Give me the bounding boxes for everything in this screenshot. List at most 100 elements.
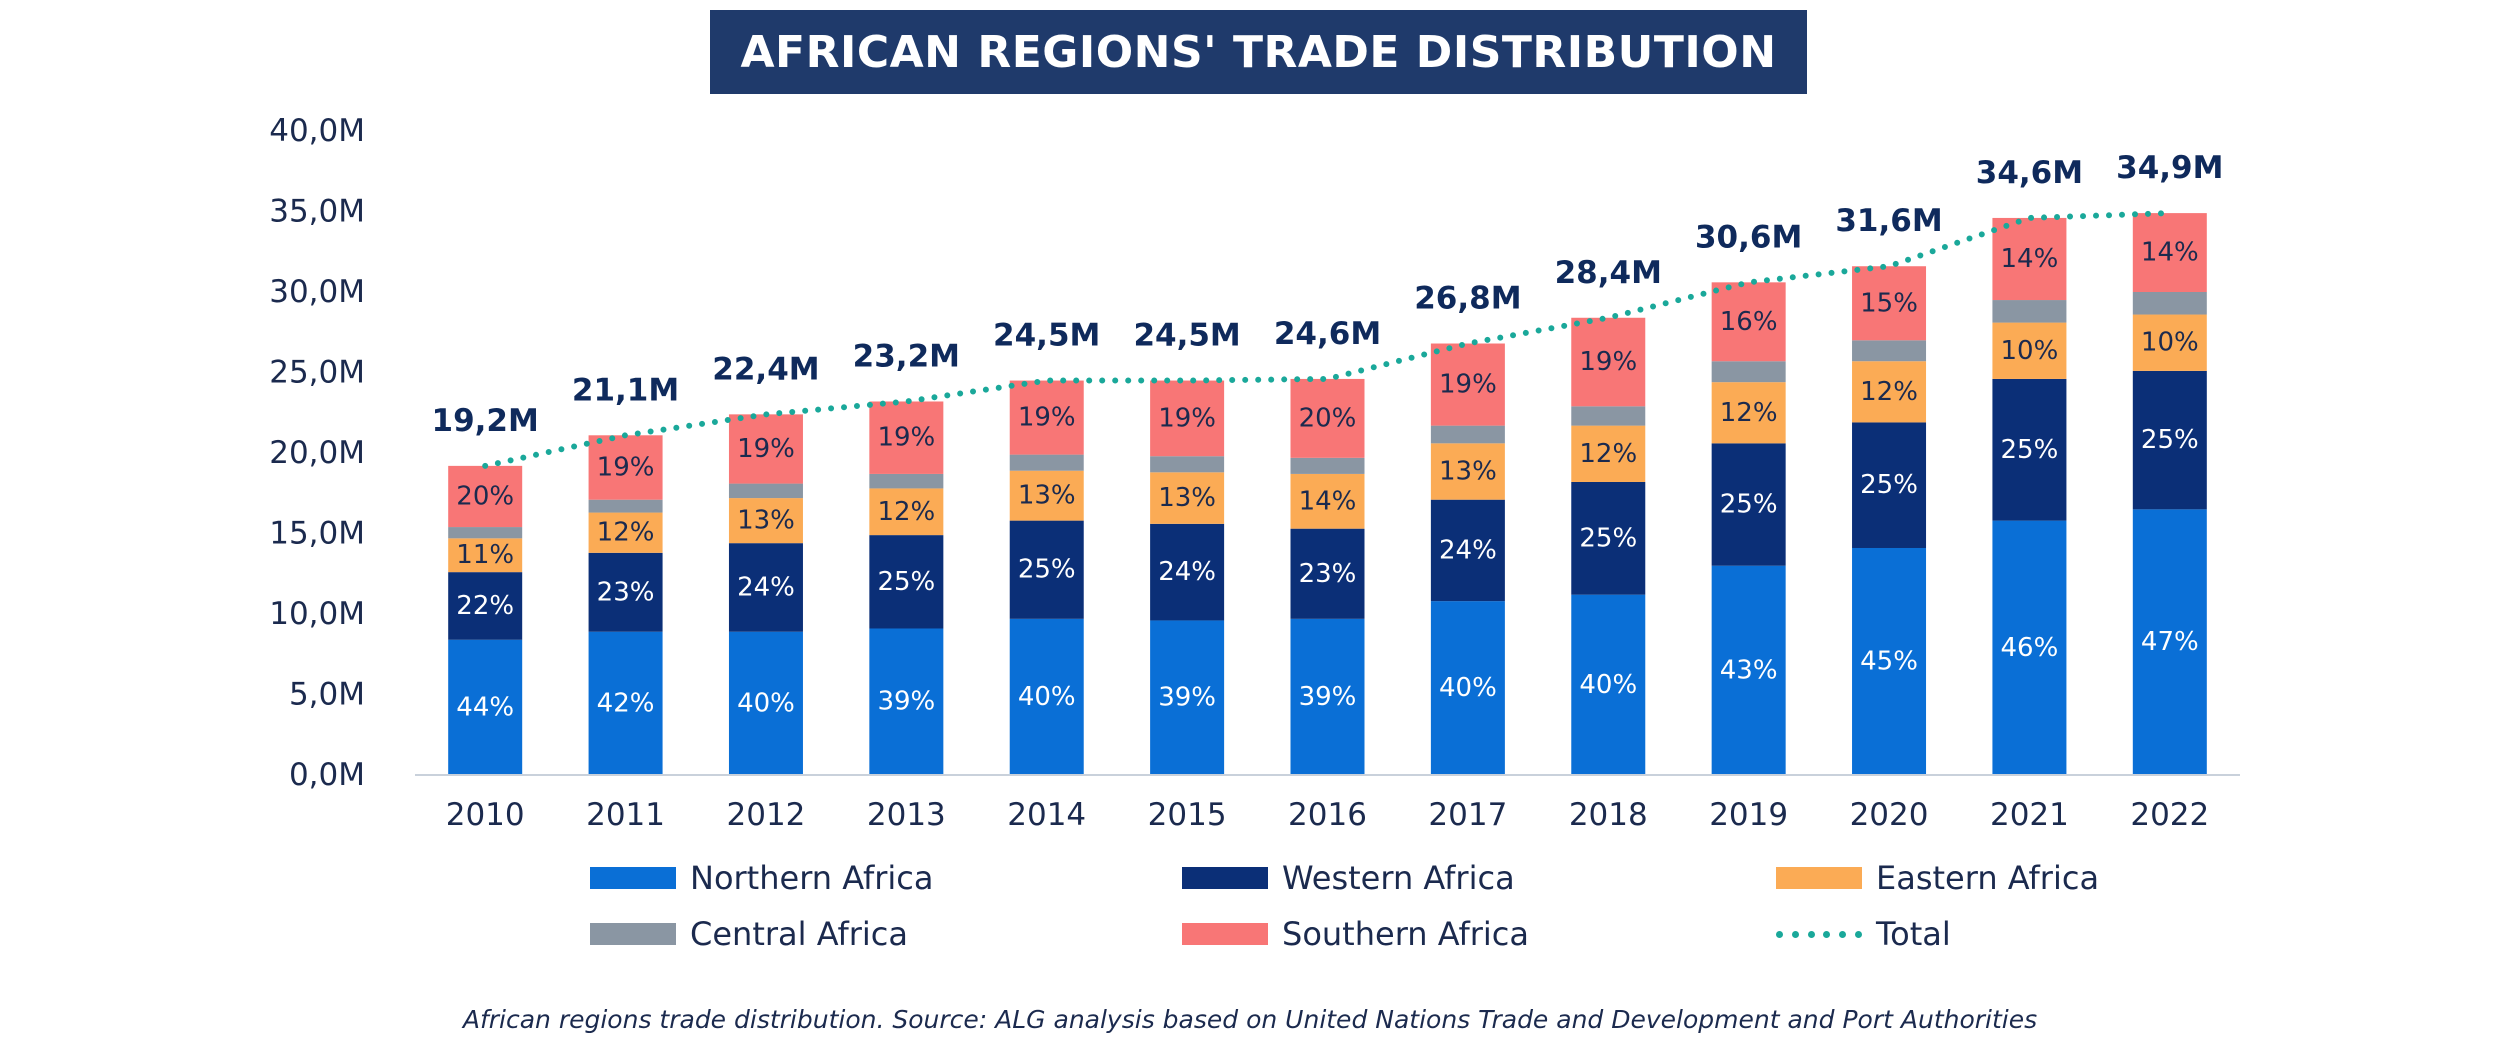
bar-central-africa	[1852, 340, 1927, 362]
data-label: 19%	[1579, 347, 1637, 377]
data-label: 19%	[1018, 403, 1076, 433]
data-label: 24%	[1158, 557, 1216, 587]
total-label: 21,1M	[572, 372, 679, 408]
x-tick-label: 2017	[1428, 797, 1507, 833]
bar-western-africa	[1992, 378, 2067, 521]
data-label: 44%	[456, 692, 514, 722]
bar-western-africa	[448, 572, 523, 640]
bar-southern-africa	[1992, 217, 2067, 301]
x-tick-label: 2013	[867, 797, 946, 833]
y-tick-label: 5,0M	[289, 677, 365, 713]
data-label: 40%	[1018, 682, 1076, 712]
bar-eastern-africa	[1430, 443, 1505, 500]
bar-western-africa	[728, 543, 803, 632]
bar-southern-africa	[1711, 282, 1786, 362]
bar-northern-africa	[1009, 618, 1084, 775]
x-tick-label: 2021	[1990, 797, 2069, 833]
y-tick-label: 20,0M	[269, 435, 365, 471]
data-label: 14%	[1299, 486, 1357, 516]
bar-northern-africa	[869, 628, 944, 775]
total-label: 22,4M	[712, 351, 819, 387]
data-label: 47%	[2141, 627, 2199, 657]
bar-central-africa	[1992, 300, 2067, 323]
data-label: 24%	[1439, 535, 1497, 565]
total-label: 24,6M	[1274, 316, 1381, 352]
data-label: 39%	[1158, 683, 1216, 713]
data-label: 42%	[597, 688, 655, 718]
y-tick-label: 25,0M	[269, 355, 365, 391]
bar-southern-africa	[2132, 213, 2207, 292]
bar-western-africa	[2132, 370, 2207, 510]
data-label: 25%	[1018, 555, 1076, 585]
total-label: 30,6M	[1695, 219, 1802, 255]
bar-western-africa	[1711, 443, 1786, 566]
bar-southern-africa	[1150, 380, 1225, 457]
data-label: 25%	[1579, 523, 1637, 553]
x-tick-label: 2020	[1850, 797, 1929, 833]
source-caption: African regions trade distribution. Sour…	[462, 1005, 2038, 1034]
bar-northern-africa	[1992, 520, 2067, 775]
data-label: 14%	[2141, 238, 2199, 268]
data-label: 12%	[1579, 439, 1637, 469]
bar-western-africa	[1150, 523, 1225, 621]
data-label: 13%	[1158, 483, 1216, 513]
data-label: 19%	[877, 423, 935, 453]
data-label: 23%	[597, 577, 655, 607]
bar-northern-africa	[1571, 594, 1646, 775]
data-label: 20%	[1299, 403, 1357, 433]
y-tick-label: 0,0M	[289, 757, 365, 793]
bar-western-africa	[1290, 528, 1365, 619]
bar-eastern-africa	[869, 488, 944, 536]
bar-northern-africa	[2132, 509, 2207, 775]
bar-eastern-africa	[1150, 472, 1225, 524]
bar-northern-africa	[1150, 620, 1225, 775]
bar-southern-africa	[1009, 380, 1084, 455]
total-label: 19,2M	[432, 403, 539, 439]
data-label: 40%	[737, 688, 795, 718]
data-label: 14%	[2001, 244, 2059, 274]
x-tick-label: 2019	[1709, 797, 1788, 833]
bar-southern-africa	[728, 414, 803, 484]
total-label: 34,9M	[2116, 150, 2223, 186]
bar-western-africa	[588, 552, 663, 632]
data-label: 15%	[1860, 288, 1918, 318]
x-tick-label: 2018	[1569, 797, 1648, 833]
bar-central-africa	[448, 527, 523, 539]
bar-eastern-africa	[1852, 361, 1927, 423]
x-tick-label: 2011	[586, 797, 665, 833]
total-label: 28,4M	[1555, 255, 1662, 291]
x-tick-label: 2015	[1148, 797, 1227, 833]
bar-eastern-africa	[448, 538, 523, 573]
data-label: 12%	[1720, 398, 1778, 428]
bar-eastern-africa	[1571, 425, 1646, 482]
bar-central-africa	[869, 473, 944, 489]
bar-central-africa	[1430, 425, 1505, 444]
y-tick-label: 40,0M	[269, 113, 365, 149]
y-tick-label: 35,0M	[269, 194, 365, 230]
bar-eastern-africa	[728, 498, 803, 544]
data-label: 22%	[456, 591, 514, 621]
bar-eastern-africa	[1290, 473, 1365, 529]
data-label: 12%	[877, 497, 935, 527]
x-tick-label: 2016	[1288, 797, 1367, 833]
bar-central-africa	[1711, 361, 1786, 383]
y-tick-label: 15,0M	[269, 516, 365, 552]
bar-central-africa	[1009, 454, 1084, 471]
bar-northern-africa	[588, 631, 663, 775]
data-label: 25%	[1860, 470, 1918, 500]
data-label: 11%	[456, 540, 514, 570]
y-tick-label: 10,0M	[269, 596, 365, 632]
bar-northern-africa	[728, 631, 803, 775]
x-tick-label: 2022	[2130, 797, 2209, 833]
data-label: 12%	[1860, 377, 1918, 407]
data-label: 39%	[877, 687, 935, 717]
data-label: 25%	[1720, 490, 1778, 520]
data-label: 40%	[1439, 673, 1497, 703]
data-label: 16%	[1720, 307, 1778, 337]
total-label: 24,5M	[1133, 318, 1240, 354]
data-label: 12%	[597, 518, 655, 548]
data-label: 46%	[2001, 633, 2059, 663]
bar-central-africa	[1290, 457, 1365, 474]
data-label: 40%	[1579, 670, 1637, 700]
